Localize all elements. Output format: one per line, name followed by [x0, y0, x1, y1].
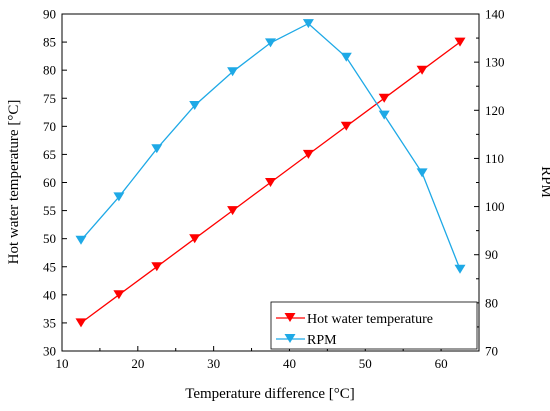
ticks-layer: 10 20 30 40 50 60 30 35 40 45 50 55 60 65 70 75 80 85 90 70…: [43, 7, 505, 372]
x-axis-title: Temperature difference [°C]: [185, 386, 355, 402]
series-2-point: [416, 168, 428, 178]
series-layer: [75, 19, 466, 328]
legend-label-series-2: RPM: [307, 333, 337, 348]
y-left-tick-label: 55: [43, 203, 56, 218]
y-right-tick-label: 110: [485, 151, 504, 166]
series-2-point: [75, 235, 87, 245]
y-right-tick-label: 80: [485, 295, 498, 310]
series-1-point: [416, 65, 428, 75]
y-left-tick-label: 75: [43, 91, 56, 106]
y-left-tick-label: 45: [43, 259, 56, 274]
y-left-tick-label: 60: [43, 175, 56, 190]
legend-marker-series-1: [284, 313, 296, 322]
y-right-tick-label: 130: [485, 55, 505, 70]
series-2-point: [151, 144, 163, 154]
legend: Hot water temperature RPM: [270, 301, 478, 350]
y-right-tick-label: 100: [485, 199, 505, 214]
series-1-point: [302, 149, 314, 159]
legend-box: [270, 301, 478, 350]
series-1-point: [227, 206, 239, 216]
x-tick-label: 10: [56, 356, 69, 371]
series-2-point: [454, 264, 466, 274]
y-left-tick-label: 90: [43, 7, 56, 22]
series-1-point: [151, 262, 163, 272]
y-axis-right-title: RPM: [538, 166, 550, 198]
y-left-tick-label: 85: [43, 35, 56, 50]
y-left-tick-label: 80: [43, 63, 56, 78]
series-2-point: [113, 192, 125, 202]
y-left-tick-label: 40: [43, 287, 56, 302]
y-right-tick-label: 70: [485, 344, 498, 359]
y-left-tick-label: 35: [43, 315, 56, 330]
series-line-2: [80, 22, 461, 270]
legend-label-series-1: Hot water temperature: [307, 312, 433, 327]
y-right-tick-label: 140: [485, 7, 505, 22]
x-tick-label: 30: [207, 356, 220, 371]
y-left-tick-label: 50: [43, 231, 56, 246]
series-2-point: [340, 52, 352, 62]
series-2-point: [227, 67, 239, 77]
legend-marker-series-2: [284, 334, 296, 343]
series-2-point: [189, 101, 201, 110]
series-1-point: [340, 121, 352, 131]
x-tick-label: 40: [283, 356, 296, 371]
series-2-point: [265, 38, 276, 48]
series-2-point: [302, 19, 314, 29]
series-2-point: [378, 110, 390, 120]
series-1-point: [454, 37, 466, 47]
y-axis-left-title: Hot water temperature [°C]: [6, 100, 22, 265]
series-1-point: [265, 178, 276, 187]
y-right-tick-label: 120: [485, 103, 505, 118]
x-tick-label: 50: [359, 356, 372, 371]
series-1-point: [75, 318, 87, 328]
x-tick-label: 20: [131, 356, 144, 371]
series-1-point: [378, 93, 390, 103]
y-right-tick-label: 90: [485, 247, 498, 262]
y-left-tick-label: 70: [43, 119, 56, 134]
series-1-point: [113, 290, 125, 300]
series-1-point: [189, 234, 201, 244]
y-left-tick-label: 65: [43, 147, 56, 162]
y-left-tick-label: 30: [43, 344, 56, 359]
x-tick-label: 60: [435, 356, 448, 371]
